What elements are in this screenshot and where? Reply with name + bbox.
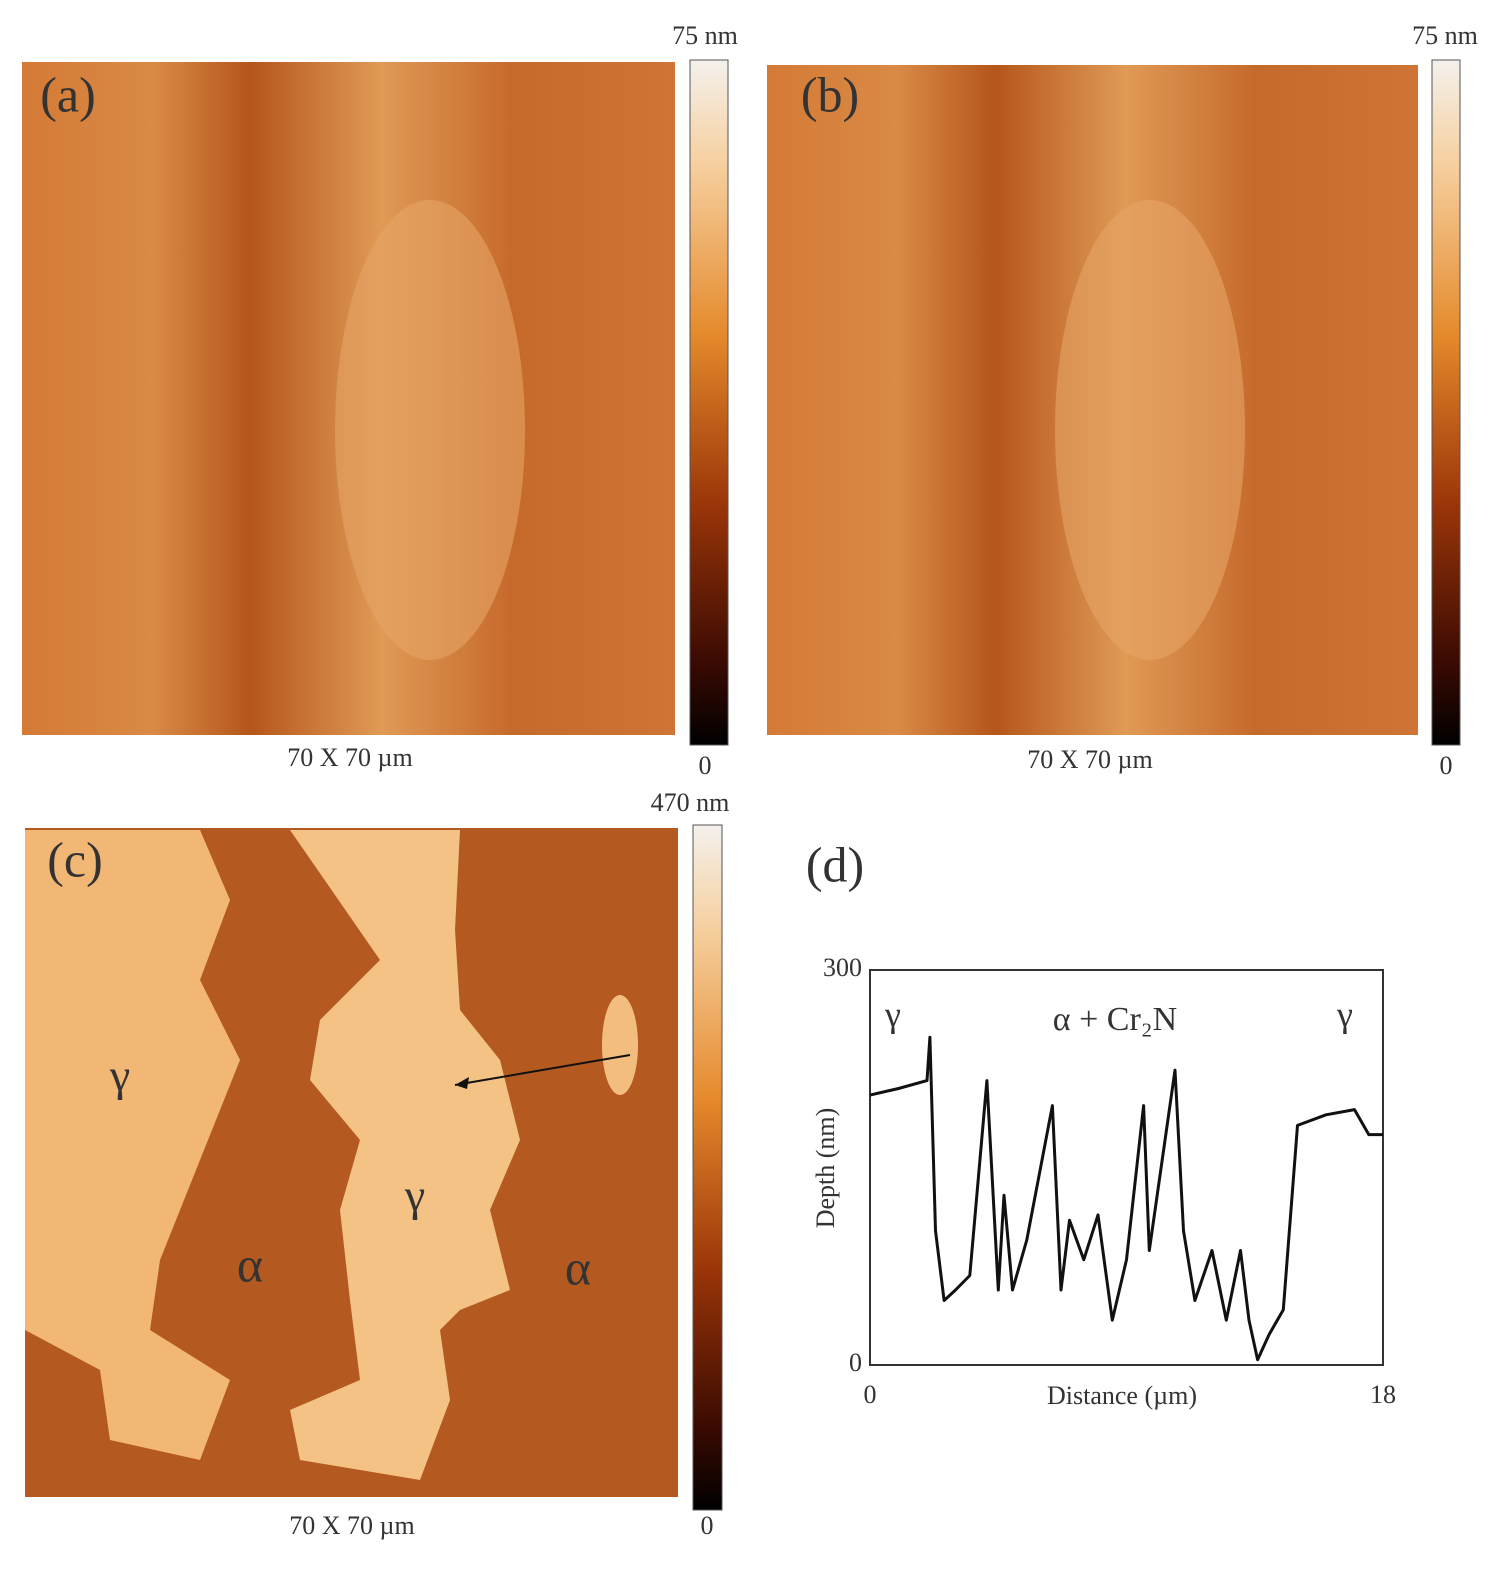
colorbar-bottom: 0 xyxy=(701,1511,714,1540)
panel: (d) Distance (µm) Depth (nm) γ α + Cr₂N … xyxy=(806,836,1396,1410)
annotation: γ xyxy=(884,994,901,1034)
panel: (b) 75 nm 0 70 X 70 µm xyxy=(767,21,1478,780)
annotation: α + Cr₂N xyxy=(1053,1001,1177,1038)
y-axis-label: Depth (nm) xyxy=(811,1108,840,1229)
depth-profile xyxy=(869,1035,1383,1362)
arrow xyxy=(454,1054,631,1086)
scan-size: 70 X 70 µm xyxy=(289,1511,414,1540)
colorbar xyxy=(689,59,729,746)
y-tick-label: 0 xyxy=(849,1348,862,1377)
gamma-phase xyxy=(602,995,638,1095)
phase-label: γ xyxy=(109,1050,130,1101)
colorbar-bottom: 0 xyxy=(699,751,712,780)
y-tick-label: 300 xyxy=(823,953,862,982)
colorbar xyxy=(692,824,723,1511)
colorbar-top: 470 nm xyxy=(651,788,730,817)
annotation: γ xyxy=(1336,994,1353,1034)
scan-size: 70 X 70 µm xyxy=(287,743,412,772)
colorbar-top: 75 nm xyxy=(672,21,738,50)
panel-label: (a) xyxy=(40,66,96,122)
gamma-phase xyxy=(25,830,240,1460)
grain xyxy=(1055,200,1245,660)
gamma-phase xyxy=(290,830,520,1480)
colorbar xyxy=(1431,59,1461,746)
phase-label: α xyxy=(565,1239,591,1295)
plot-frame xyxy=(869,969,1384,1366)
panel: (c) γ γ α α 470 nm 0 70 X 70 µm xyxy=(25,788,729,1540)
colorbar-bottom: 0 xyxy=(1440,751,1453,780)
phase-label: γ xyxy=(404,1170,425,1221)
colorbar-top: 75 nm xyxy=(1412,21,1478,50)
chart-title: (d) xyxy=(806,836,864,892)
panel-label: (c) xyxy=(47,831,103,887)
x-tick-label: 18 xyxy=(1370,1380,1396,1409)
panel-label: (b) xyxy=(801,66,859,122)
panel: (a) 75 nm 0 70 X 70 µm xyxy=(22,21,738,780)
grain xyxy=(335,200,525,660)
x-axis-label: Distance (µm) xyxy=(1047,1381,1197,1410)
arrow-head xyxy=(455,1077,469,1089)
scan-size: 70 X 70 µm xyxy=(1027,745,1152,774)
phase-label: α xyxy=(237,1236,263,1292)
x-tick-label: 0 xyxy=(864,1380,877,1409)
